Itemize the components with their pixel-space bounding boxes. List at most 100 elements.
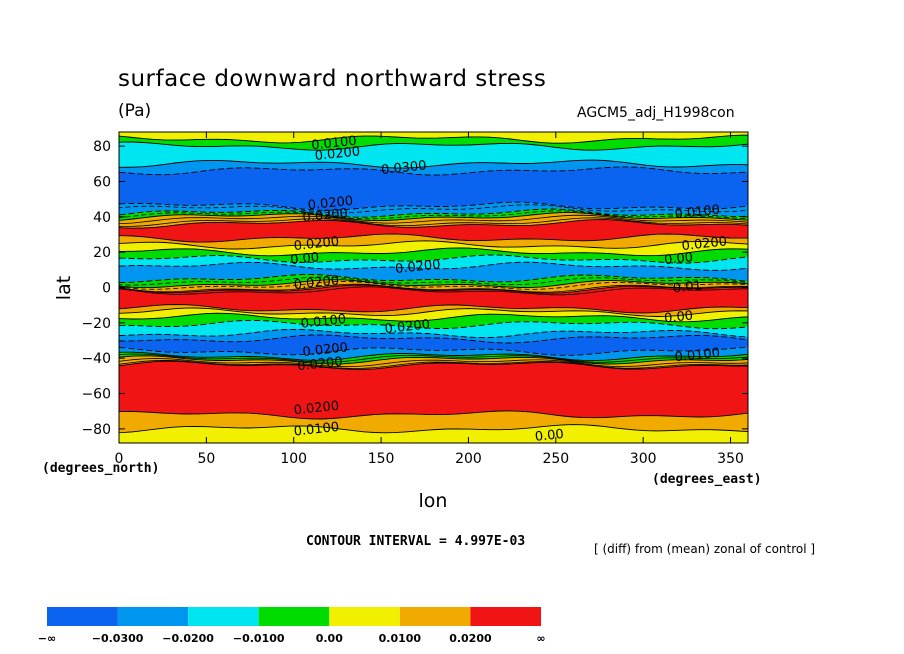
contour-line — [119, 233, 748, 243]
contour-line — [119, 210, 748, 220]
contour-line — [119, 410, 748, 420]
colorbar-label: −∞ — [38, 632, 56, 645]
y-tick-label: 40 — [93, 210, 111, 226]
y-tick-label: −40 — [81, 351, 111, 367]
colorbar-swatch — [258, 607, 330, 626]
contour-label: 0.00 — [290, 250, 320, 268]
contour-line — [119, 353, 748, 363]
y-tick-label: −60 — [81, 387, 111, 403]
contour-label: 0.0200 — [302, 206, 349, 226]
x-tick-label: 250 — [542, 451, 569, 467]
contour-label: 0.00 — [534, 427, 564, 445]
y-tick-label: 60 — [93, 174, 111, 190]
contour-band — [119, 360, 748, 420]
contour-line — [119, 284, 748, 294]
colorbar-label: 0.0200 — [449, 632, 492, 645]
contour-line — [119, 359, 748, 369]
x-tick-label: 200 — [455, 451, 482, 467]
contour-label: 0.0100 — [293, 420, 340, 440]
colorbar-swatch — [117, 607, 189, 626]
contour-line — [119, 219, 748, 229]
contour-line — [119, 141, 748, 151]
contour-line — [119, 217, 748, 227]
contour-lines — [119, 134, 748, 434]
contour-line — [119, 424, 748, 434]
contour-line — [119, 212, 748, 222]
x-axis: 0 50 100 150 200 250 300 350 — [115, 132, 744, 467]
contour-line — [119, 286, 748, 296]
contour-label: 0.01 — [672, 279, 702, 297]
contour-label: 0.00 — [663, 309, 693, 327]
colorbar-swatch — [329, 607, 400, 626]
contour-label: 0.0200 — [307, 194, 354, 214]
contour-line — [119, 351, 748, 362]
contour-label: 0.0100 — [674, 203, 721, 223]
contour-line — [119, 159, 748, 169]
contour-label: 0.0100 — [311, 134, 358, 154]
contour-label: 0.0200 — [293, 273, 340, 293]
contour-line — [119, 208, 748, 218]
contour-label: 0.0200 — [384, 317, 431, 337]
contour-label: 0.0200 — [394, 257, 441, 277]
contour-line — [119, 312, 748, 323]
filled-contour-bands — [119, 132, 748, 443]
y-tick-label: −80 — [81, 422, 111, 438]
difference-note: [ (diff) from (mean) zonal of control ] — [594, 542, 816, 556]
contour-line — [119, 214, 748, 225]
x-tick-label: 100 — [280, 451, 307, 467]
y-unit-label: (degrees_north) — [42, 461, 159, 476]
colorbar-label: −0.0200 — [162, 632, 214, 645]
contour-line — [119, 254, 748, 264]
contour-line — [119, 319, 748, 330]
dataset-label: AGCM5_adj_H1998con — [577, 105, 735, 121]
y-axis: 80 60 40 20 0 −20 −40 −60 −80 — [81, 139, 748, 438]
contour-line — [119, 204, 748, 214]
contour-line — [119, 328, 748, 339]
x-tick-label: 350 — [717, 451, 744, 467]
contour-line — [119, 261, 748, 271]
y-tick-label: −20 — [81, 316, 111, 332]
contour-line — [119, 201, 748, 211]
colorbar: −∞ −0.0300 −0.0200 −0.0100 0.00 0.0100 0.0200 ∞ — [38, 607, 546, 645]
colorbar-label: −0.0300 — [92, 632, 144, 645]
contour-label: 0.0200 — [297, 355, 344, 375]
contour-label: 0.0100 — [300, 312, 347, 332]
contour-line — [119, 276, 748, 286]
colorbar-label: 0.00 — [316, 632, 343, 645]
colorbar-label: ∞ — [536, 632, 545, 645]
x-tick-label: 0 — [115, 451, 124, 467]
contour-line — [119, 134, 748, 144]
contour-interval-label: CONTOUR INTERVAL = 4.997E-03 — [306, 534, 526, 549]
colorbar-swatch — [188, 607, 259, 626]
contour-line — [119, 307, 748, 317]
x-unit-label: (degrees_east) — [652, 472, 762, 487]
contour-label: 0.0300 — [380, 158, 427, 178]
y-tick-label: 20 — [93, 245, 111, 261]
contour-line — [119, 240, 748, 250]
contour-line — [119, 360, 748, 370]
x-tick-label: 300 — [630, 451, 657, 467]
contour-line — [119, 283, 748, 293]
colorbar-swatch — [399, 607, 471, 626]
contour-label: 0.0100 — [674, 346, 721, 366]
y-tick-label: 0 — [102, 281, 111, 297]
contour-line — [119, 280, 748, 290]
contour-line — [119, 279, 748, 289]
contour-line — [119, 346, 748, 356]
x-axis-label: lon — [419, 490, 448, 512]
contour-line — [119, 273, 748, 283]
x-tick-label: 150 — [368, 451, 395, 467]
contour-line — [119, 334, 748, 344]
colorbar-label: −0.0100 — [233, 632, 285, 645]
contour-label: 0.0200 — [293, 234, 340, 254]
contour-line — [119, 166, 748, 176]
y-axis-label: lat — [53, 276, 75, 300]
colorbar-label: 0.0100 — [379, 632, 422, 645]
chart-title: surface downward northward stress — [118, 66, 547, 92]
contour-line — [119, 358, 748, 368]
contour-label: 0.0200 — [314, 144, 361, 164]
units-label: (Pa) — [118, 101, 152, 121]
colorbar-swatch — [47, 607, 118, 626]
contour-label: 0.00 — [663, 250, 693, 268]
